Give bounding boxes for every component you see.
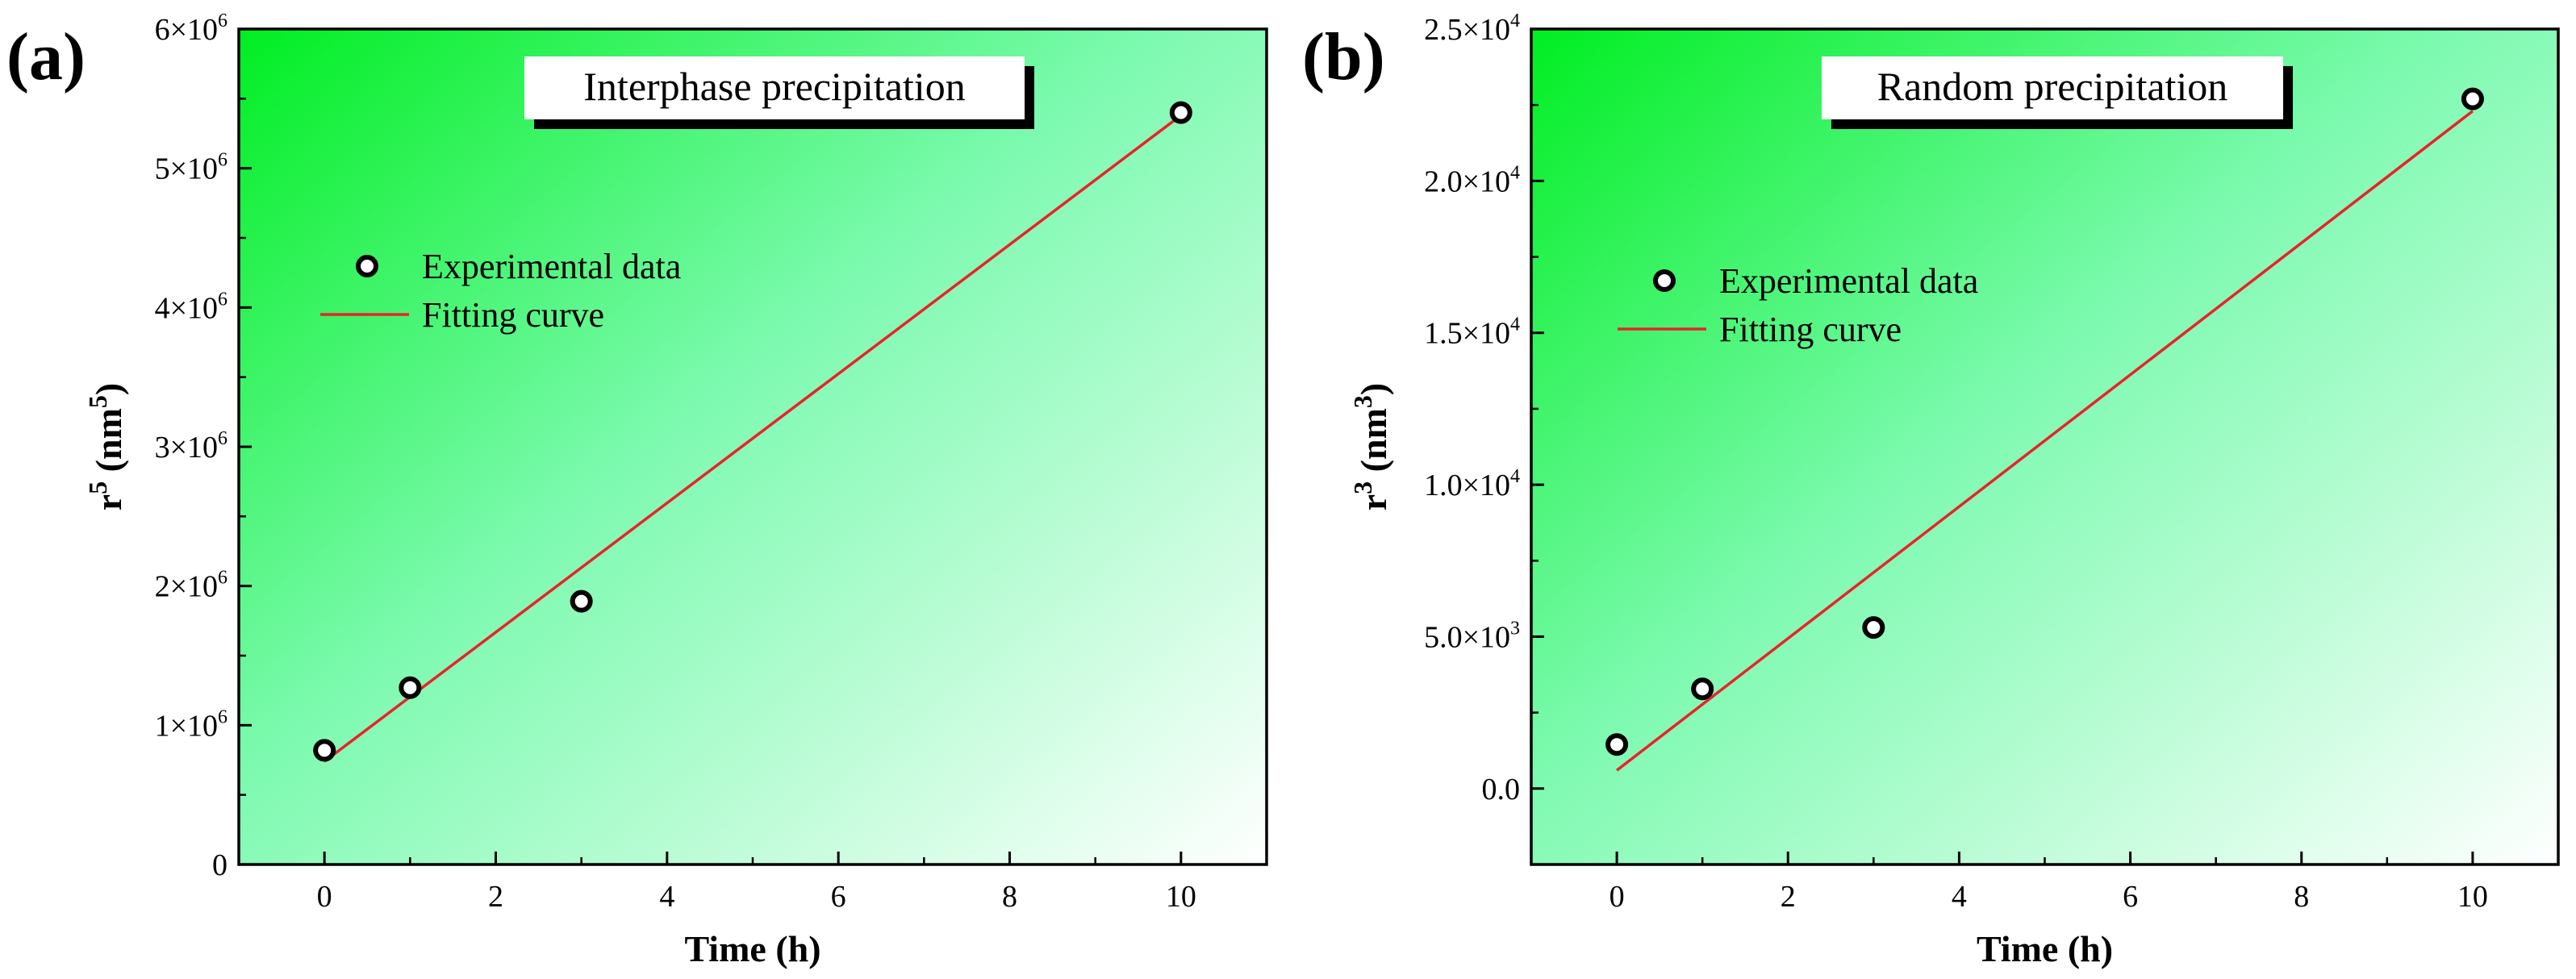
y-tick-label: 5.0×103 — [1424, 618, 1520, 654]
y-tick-label: 2.5×104 — [1424, 10, 1520, 47]
y-tick-label: 0.0 — [1482, 773, 1521, 806]
fitting-curve — [1616, 110, 2474, 772]
panel-label: (b) — [1302, 19, 1385, 94]
title-box — [1822, 56, 2283, 119]
y-tick-label: 2.0×104 — [1424, 162, 1520, 198]
x-tick-label: 8 — [2294, 880, 2309, 914]
x-tick-label: 2 — [1781, 880, 1796, 914]
y-tick-label: 1×106 — [155, 706, 228, 743]
panel-label: (a) — [6, 19, 86, 94]
data-point — [2461, 87, 2484, 110]
chart-title: Interphase precipitation — [583, 64, 965, 109]
data-point — [1691, 677, 1714, 701]
y-axis-title: r5 (nm5) — [83, 383, 129, 510]
data-point — [1169, 101, 1192, 124]
y-tick-label: 2×106 — [155, 568, 228, 604]
x-tick-label: 6 — [831, 880, 846, 914]
y-tick-label: 0 — [212, 848, 228, 882]
data-point — [313, 739, 336, 762]
x-tick-label: 0 — [1609, 880, 1625, 914]
axes-frame — [237, 27, 1268, 866]
data-point — [1862, 616, 1885, 639]
legend-label-fitting: Fitting curve — [1719, 310, 1902, 349]
plot-area — [1531, 29, 2558, 864]
y-tick-label: 1.0×104 — [1424, 466, 1520, 502]
x-axis-title: Time (h) — [1977, 928, 2113, 969]
x-axis-title: Time (h) — [684, 928, 820, 969]
x-tick-label: 0 — [317, 880, 332, 914]
chart-title: Random precipitation — [1877, 64, 2228, 109]
plot-area — [239, 29, 1267, 864]
title-box — [524, 56, 1025, 119]
data-point — [399, 676, 422, 699]
x-tick-label: 6 — [2123, 880, 2138, 914]
legend-label-experimental: Experimental data — [1719, 261, 1978, 301]
legend-marker-experimental — [1653, 269, 1676, 292]
legend-marker-experimental — [356, 255, 378, 277]
legend-label-experimental: Experimental data — [422, 247, 681, 286]
x-tick-label: 4 — [659, 880, 674, 914]
x-tick-label: 4 — [1952, 880, 1967, 914]
x-tick-label: 10 — [1166, 880, 1196, 914]
y-tick-label: 5×106 — [155, 150, 228, 186]
y-tick-label: 1.5×104 — [1424, 315, 1520, 351]
y-tick-label: 4×106 — [155, 289, 228, 325]
data-point — [1605, 733, 1629, 756]
axes-frame — [1530, 27, 2560, 866]
chart-panel-a: (a) 0 2 4 6 8 10 0 1×106 2×106 3×106 4×106 5×106 6×10… — [6, 10, 1268, 969]
x-tick-label: 2 — [488, 880, 503, 914]
data-point — [570, 589, 593, 613]
y-tick-label: 3×106 — [155, 428, 228, 465]
fitting-curve — [324, 114, 1182, 763]
y-axis-title: r3 (nm3) — [1348, 383, 1394, 510]
x-tick-label: 10 — [2457, 880, 2488, 914]
x-tick-label: 8 — [1002, 880, 1017, 914]
legend-label-fitting: Fitting curve — [422, 295, 604, 335]
chart-panel-b: (b) 0 2 4 6 8 10 0.0 5.0×103 1.0×104 1.5×104 2.0×10… — [1302, 10, 2560, 969]
y-tick-label: 6×106 — [155, 10, 228, 47]
